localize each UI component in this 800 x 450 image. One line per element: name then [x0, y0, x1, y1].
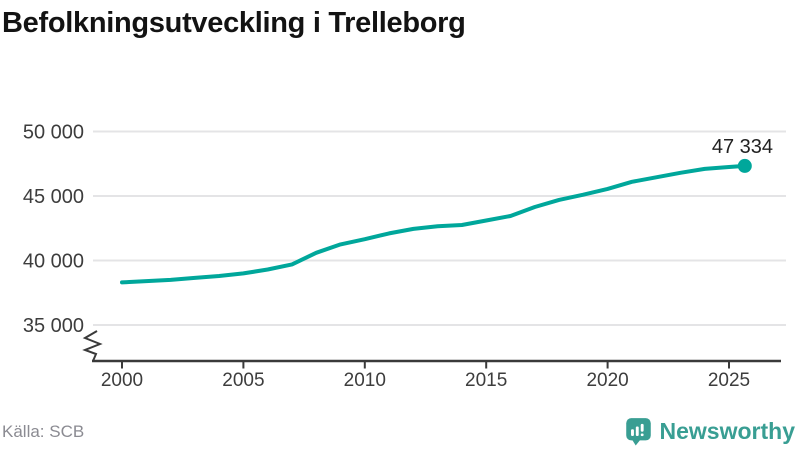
latest-value-label: 47 334	[712, 136, 773, 158]
x-tick-label: 2025	[708, 370, 750, 391]
newsworthy-logo[interactable]: Newsworthy	[625, 417, 795, 446]
newsworthy-bubble-chart-icon	[625, 418, 651, 446]
chart-title: Befolkningsutveckling i Trelleborg	[2, 7, 466, 39]
latest-value-marker	[737, 158, 752, 173]
y-tick-label: 40 000	[23, 251, 84, 273]
x-axis-ticks	[121, 361, 730, 369]
x-tick-label: 2000	[101, 370, 143, 391]
y-tick-label: 50 000	[23, 122, 84, 144]
y-axis-break-icon	[82, 330, 103, 362]
x-tick-label: 2015	[465, 370, 507, 391]
y-axis-labels: 50 000 45 000 40 000 35 000	[23, 122, 84, 338]
x-tick-label: 2005	[222, 370, 264, 391]
source-label: Källa: SCB	[2, 422, 85, 441]
y-tick-label: 45 000	[23, 186, 84, 208]
newsworthy-wordmark: Newsworthy	[659, 418, 795, 444]
x-tick-label: 2020	[586, 370, 628, 391]
x-axis-labels: 2000 2005 2010 2015 2020 2025	[101, 370, 750, 391]
x-tick-label: 2010	[344, 370, 386, 391]
y-tick-label: 35 000	[23, 315, 84, 337]
gridlines	[93, 130, 786, 326]
population-series-line	[120, 163, 747, 285]
